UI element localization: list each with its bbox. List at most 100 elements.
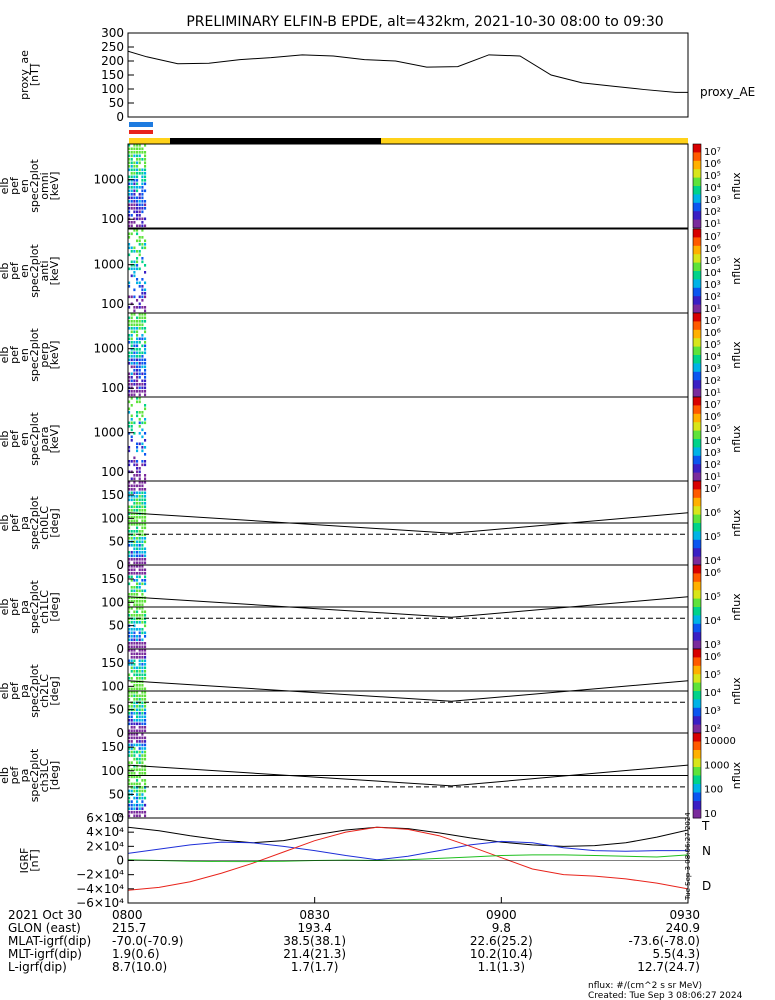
ch0LC-cell bbox=[130, 533, 133, 537]
ch0LC-cell bbox=[136, 540, 139, 544]
pef_omni-cell bbox=[130, 158, 133, 161]
proxy_ae-ytick-label: 250 bbox=[101, 40, 124, 54]
pef_para-cell bbox=[138, 474, 141, 477]
pef_perp-cell bbox=[133, 383, 136, 386]
time-axis-value: 10.2(10.4) bbox=[470, 947, 533, 961]
ch1LC-cell bbox=[144, 635, 147, 638]
ch1LC-cell bbox=[138, 642, 141, 645]
ch3LC-cell bbox=[136, 757, 139, 761]
ch0LC-cell bbox=[128, 523, 131, 526]
ch2LC-cell bbox=[144, 698, 147, 701]
ch0LC-cell bbox=[128, 558, 131, 561]
pef_para-cell bbox=[136, 414, 139, 418]
proxy-ae-legend: proxy_AE bbox=[700, 85, 755, 99]
pef_omni-cell bbox=[130, 172, 133, 175]
pef_perp-cell bbox=[138, 341, 141, 344]
pef_omni-cell bbox=[130, 186, 133, 189]
pef_para-cell bbox=[138, 421, 141, 425]
ch2LC-cell bbox=[128, 687, 131, 691]
ch2LC-cell bbox=[136, 701, 139, 705]
ch1LC-cell bbox=[141, 565, 144, 568]
ch3LC-cell bbox=[141, 793, 144, 796]
ch3LC-cell bbox=[130, 761, 133, 764]
pef_omni-cell bbox=[128, 144, 131, 147]
ch1LC-cell bbox=[138, 600, 141, 603]
ch1LC-colorbar-band bbox=[693, 615, 701, 625]
pef_anti-cell bbox=[144, 292, 147, 295]
ch1LC-cell bbox=[136, 642, 139, 645]
ch2LC-cell bbox=[138, 698, 141, 701]
pef_omni-cell bbox=[141, 175, 144, 179]
pef_perp-cell bbox=[128, 316, 131, 320]
ch1LC-colorbar-tick: 10⁶ bbox=[704, 568, 721, 579]
pef_omni-cell bbox=[128, 193, 131, 196]
ch1LC-cell bbox=[141, 610, 144, 614]
ch3LC-colorbar-band bbox=[693, 750, 701, 759]
pef_para-cell bbox=[130, 439, 133, 442]
pef_omni-cell bbox=[128, 200, 131, 203]
pef_perp-cell bbox=[138, 337, 141, 341]
pef_omni-cell bbox=[133, 217, 136, 221]
ch2LC-cell bbox=[128, 722, 131, 726]
pef_perp-cell bbox=[141, 358, 144, 362]
ch0LC-cell bbox=[130, 488, 133, 491]
pef_anti-cell bbox=[144, 243, 147, 246]
ch1LC-cell bbox=[133, 624, 136, 628]
pef_omni-cell bbox=[136, 172, 139, 175]
ch1LC-cell bbox=[128, 572, 131, 575]
pef_perp-cell bbox=[141, 372, 144, 376]
pef_para-cell bbox=[133, 460, 136, 463]
ch0LC-cell bbox=[144, 502, 147, 505]
ch1LC-cell bbox=[144, 642, 147, 645]
pef_perp-ytick-label: 100 bbox=[101, 381, 124, 395]
pef_omni-colorbar-band bbox=[693, 144, 701, 153]
pef_omni-cell bbox=[133, 186, 136, 189]
pef_perp-cell bbox=[136, 327, 139, 330]
ch0LC-colorbar-band bbox=[693, 489, 701, 499]
pef_para-ylabel-line: en bbox=[18, 432, 31, 446]
ch0LC-cell bbox=[144, 498, 147, 502]
pef_perp-cell bbox=[133, 313, 136, 316]
pef_omni-cell bbox=[141, 189, 144, 193]
ch0LC-cell bbox=[133, 516, 136, 519]
ch0LC-ylabel-line: pef bbox=[8, 513, 21, 532]
pef_omni-cell bbox=[133, 168, 136, 172]
ch3LC-ylabel-line: pef bbox=[8, 766, 21, 785]
ch1LC-cell bbox=[128, 593, 131, 596]
pef_perp-colorbar-tick: 10⁴ bbox=[704, 352, 721, 363]
sunlight-bar-end bbox=[381, 138, 688, 144]
ch1LC-cell bbox=[141, 579, 144, 582]
ch2LC-cell bbox=[133, 652, 136, 656]
ch1LC-colorbar-tick: 10⁴ bbox=[704, 616, 721, 627]
pef_omni-cell bbox=[136, 165, 139, 168]
ch3LC-cell bbox=[138, 814, 141, 818]
pef_para-colorbar-band bbox=[693, 439, 701, 448]
ch2LC-cell bbox=[136, 684, 139, 687]
pef_perp-cell bbox=[136, 348, 139, 351]
pef_anti-cell bbox=[138, 302, 141, 306]
ch3LC-cell bbox=[128, 779, 131, 782]
pef_omni-colorbar-frame bbox=[692, 143, 702, 229]
ch1LC-cell bbox=[130, 631, 133, 635]
ch2LC-cell bbox=[133, 666, 136, 670]
ch0LC-cell bbox=[141, 509, 144, 512]
ch2LC-ylabel-line: [deg] bbox=[48, 676, 61, 705]
ch0LC-spectrogram bbox=[128, 481, 147, 565]
pef_perp-cell bbox=[130, 320, 133, 323]
ch2LC-cell bbox=[130, 719, 133, 722]
ch1LC-cell bbox=[130, 642, 133, 645]
ch1LC-cell bbox=[144, 589, 147, 593]
pef_anti-cell bbox=[133, 260, 136, 264]
pef_omni-cell bbox=[141, 193, 144, 196]
pef_omni-cell bbox=[144, 154, 147, 158]
ch1LC-cell bbox=[130, 568, 133, 572]
pef_omni-cell bbox=[133, 203, 136, 207]
pef_para-cell bbox=[130, 418, 133, 421]
ch1LC-cell bbox=[130, 579, 133, 582]
ch1LC-cell bbox=[141, 600, 144, 603]
pef_perp-colorbar-band bbox=[693, 388, 701, 398]
ch3LC-cell bbox=[141, 810, 144, 814]
ch0LC-cell bbox=[136, 544, 139, 547]
ch1LC-cell bbox=[130, 565, 133, 568]
pef_para-cell bbox=[141, 411, 144, 414]
